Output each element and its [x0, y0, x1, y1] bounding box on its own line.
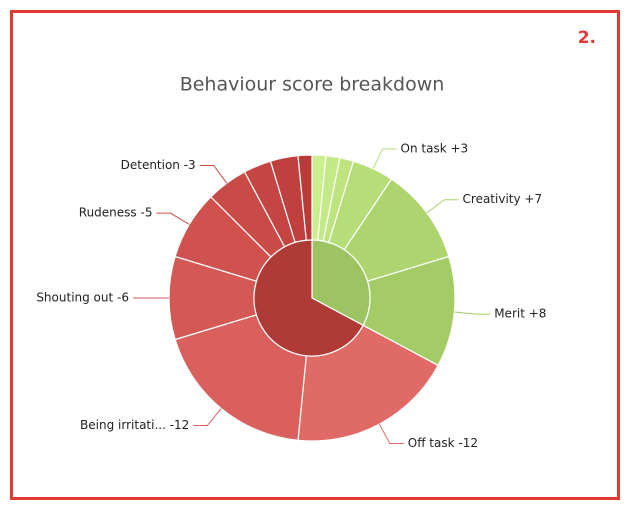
leader-line — [378, 423, 404, 445]
segment-label: Shouting out -6 — [36, 291, 129, 305]
segment-label: Creativity +7 — [463, 192, 543, 206]
segment-label: Merit +8 — [494, 307, 546, 321]
segment-label: On task +3 — [401, 141, 469, 155]
leader-line — [426, 199, 459, 214]
badge: 2. — [578, 28, 596, 48]
leader-line — [454, 311, 491, 315]
segment-label: Being irritati... -12 — [80, 418, 189, 432]
chart-title: Behaviour score breakdown — [180, 74, 445, 96]
group-segment — [253, 239, 364, 357]
leader-line — [156, 212, 190, 225]
group-segment — [311, 239, 371, 327]
segment-label: Detention -3 — [121, 158, 196, 172]
segment-label: Off task -12 — [408, 436, 478, 450]
leader-line — [199, 164, 228, 184]
leader-line — [193, 408, 222, 427]
leader-line — [372, 148, 397, 169]
segment-label: Rudeness -5 — [79, 206, 153, 220]
